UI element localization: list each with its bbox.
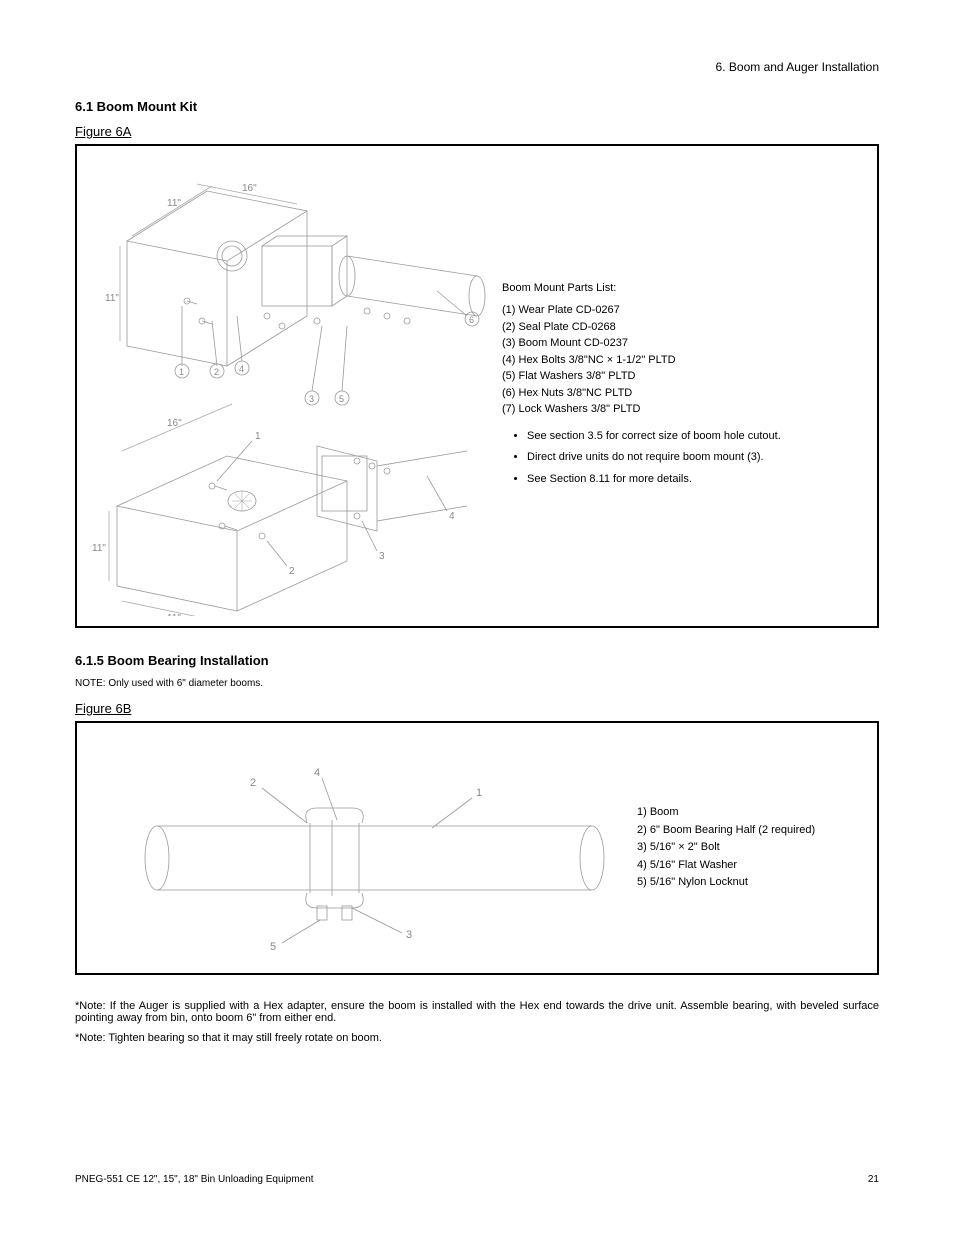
svg-text:6: 6	[469, 315, 474, 325]
svg-text:1: 1	[255, 431, 261, 442]
figure-6b-box: 2 4 1 3 5 1) Boom 2) 6" Boom Bearing Hal…	[75, 721, 879, 975]
svg-text:1: 1	[476, 787, 482, 799]
section-6-1-5-note: NOTE: Only used with 6" diameter booms.	[75, 678, 879, 689]
svg-text:16": 16"	[242, 183, 257, 194]
bullet-1: See section 3.5 for correct size of boom…	[527, 428, 867, 445]
svg-text:16": 16"	[167, 418, 182, 429]
bullet-3: See Section 8.11 for more details.	[527, 471, 867, 488]
fig6b-part-4: 4) 5/16" Flat Washer	[637, 857, 862, 875]
svg-text:3: 3	[379, 551, 385, 562]
fig6b-part-3: 3) 5/16" × 2" Bolt	[637, 839, 862, 857]
doc-id: PNEG-551 CE 12", 15", 18" Bin Unloading …	[75, 1174, 314, 1185]
svg-text:2: 2	[214, 367, 219, 377]
part-7: (7) Lock Washers 3/8" PLTD	[502, 401, 867, 418]
part-3: (3) Boom Mount CD-0237	[502, 335, 867, 352]
footnote-1: *Note: If the Auger is supplied with a H…	[75, 1000, 879, 1024]
figure-6a-label: Figure 6A	[75, 124, 879, 139]
footnote-2: *Note: Tighten bearing so that it may st…	[75, 1032, 879, 1044]
part-1: (1) Wear Plate CD-0267	[502, 302, 867, 319]
part-6: (6) Hex Nuts 3/8"NC PLTD	[502, 385, 867, 402]
header-text: 6. Boom and Auger Installation	[716, 60, 879, 74]
parts-list-title: Boom Mount Parts List:	[502, 280, 867, 297]
page-footer: PNEG-551 CE 12", 15", 18" Bin Unloading …	[75, 1174, 879, 1185]
svg-text:2: 2	[250, 777, 256, 789]
svg-text:11": 11"	[92, 543, 106, 554]
svg-text:2: 2	[289, 566, 295, 577]
parts-list-1: Boom Mount Parts List: (1) Wear Plate CD…	[487, 280, 867, 493]
figure-6a-box: 16" 11" 11"	[75, 144, 879, 628]
svg-text:5: 5	[270, 941, 276, 953]
svg-text:11": 11"	[167, 198, 181, 209]
part-4: (4) Hex Bolts 3/8"NC × 1-1/2" PLTD	[502, 352, 867, 369]
svg-text:3: 3	[309, 394, 314, 404]
svg-text:11": 11"	[105, 293, 119, 304]
svg-text:1: 1	[179, 367, 184, 377]
svg-text:4: 4	[239, 364, 244, 374]
section-6-1-5-title: 6.1.5 Boom Bearing Installation	[75, 653, 879, 668]
boom-bearing-diagram: 2 4 1 3 5	[92, 738, 622, 958]
bullet-notes: See section 3.5 for correct size of boom…	[502, 428, 867, 488]
part-5: (5) Flat Washers 3/8" PLTD	[502, 368, 867, 385]
fig6b-part-5: 5) 5/16" Nylon Locknut	[637, 874, 862, 892]
section-6-1-title: 6.1 Boom Mount Kit	[75, 99, 879, 114]
svg-text:5: 5	[339, 394, 344, 404]
svg-text:11": 11"	[167, 613, 181, 616]
fig6b-part-1: 1) Boom	[637, 804, 862, 822]
fig6b-part-2: 2) 6" Boom Bearing Half (2 required)	[637, 822, 862, 840]
bullet-2: Direct drive units do not require boom m…	[527, 449, 867, 466]
svg-text:4: 4	[314, 767, 320, 779]
parts-list-2: 1) Boom 2) 6" Boom Bearing Half (2 requi…	[622, 804, 862, 892]
part-2: (2) Seal Plate CD-0268	[502, 319, 867, 336]
figure-6b-label: Figure 6B	[75, 701, 879, 716]
svg-text:3: 3	[406, 929, 412, 941]
page-number: 21	[868, 1174, 879, 1185]
page-header: 6. Boom and Auger Installation	[75, 60, 879, 74]
svg-text:4: 4	[449, 511, 455, 522]
boom-mount-diagram: 16" 11" 11"	[87, 156, 487, 616]
